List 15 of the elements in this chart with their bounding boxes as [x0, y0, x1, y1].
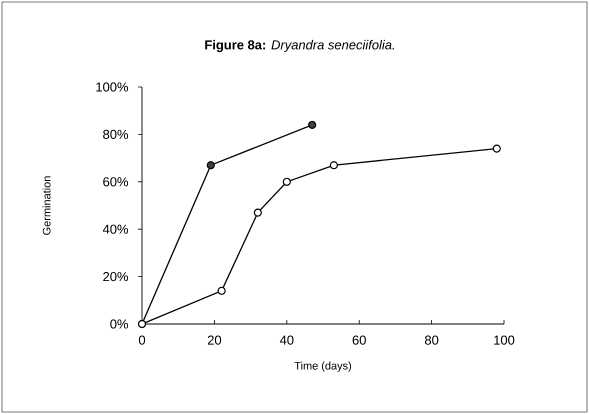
x-tick-label: 40 — [280, 336, 294, 345]
x-tick-label: 100 — [494, 336, 514, 345]
y-tick-label: 0% — [110, 319, 128, 329]
x-tick-label: 0 — [138, 336, 146, 345]
y-tick-label: 60% — [103, 177, 128, 186]
x-tick-label: 60 — [352, 336, 366, 345]
x-tick-label: 80 — [424, 336, 438, 345]
x-tick-label: 20 — [208, 336, 222, 345]
x-axis-title: Time (days) — [294, 362, 352, 372]
chart-title: Figure 8a: Dryandra seneciifolia. — [205, 40, 394, 52]
y-axis-title: Germination — [42, 176, 51, 235]
y-tick-label: 100% — [96, 82, 128, 92]
y-tick-label: 20% — [103, 272, 128, 282]
y-tick-label: 40% — [102, 224, 128, 234]
y-tick-label: 80% — [103, 130, 128, 139]
